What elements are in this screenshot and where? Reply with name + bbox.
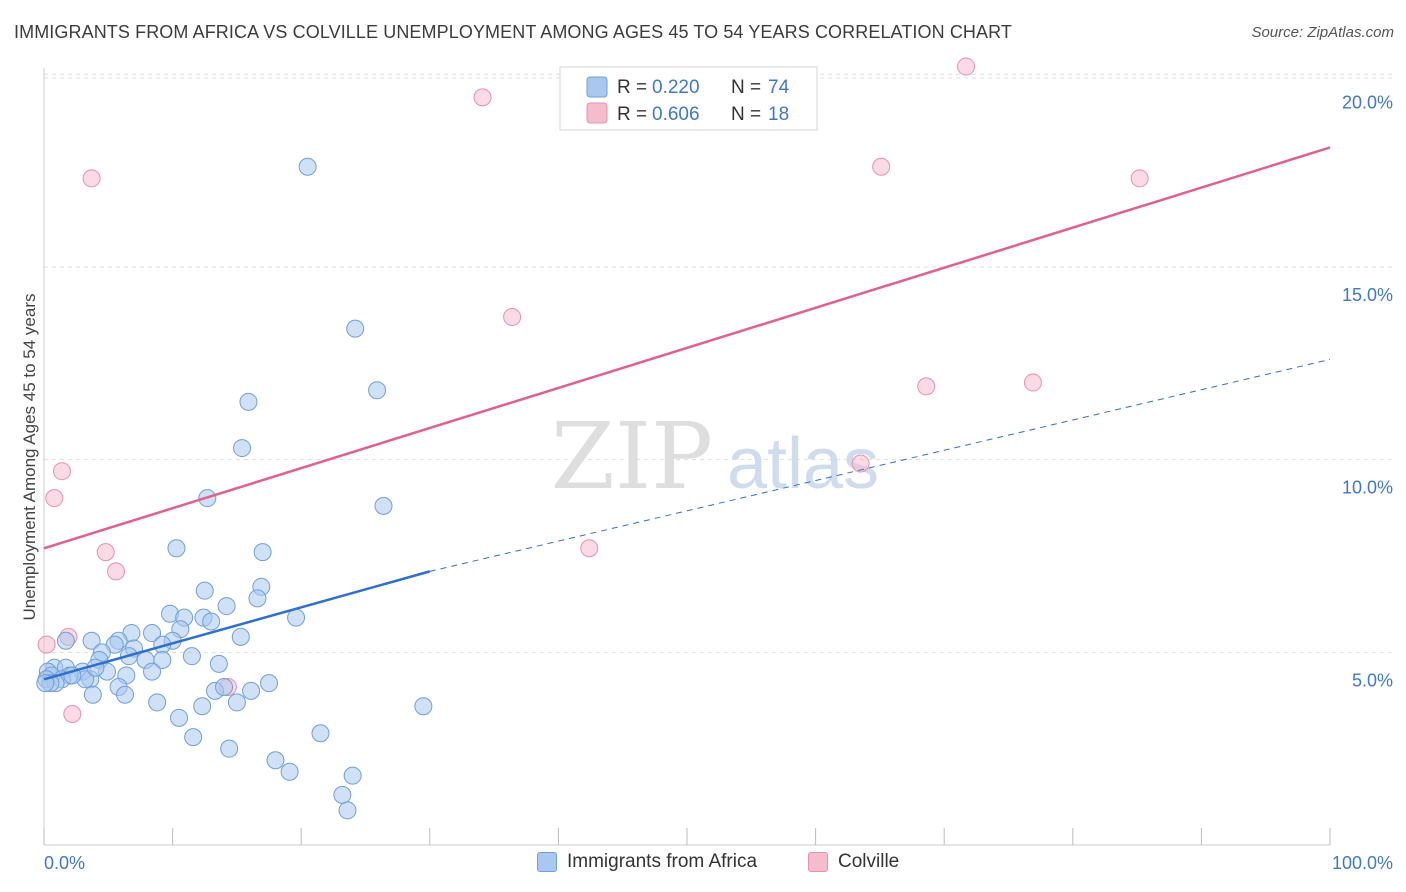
colville-point <box>82 169 101 188</box>
colville-point <box>872 157 891 176</box>
africa-point <box>193 697 212 716</box>
legend-r-label-africa: R = <box>617 77 647 98</box>
africa-point <box>346 319 365 338</box>
africa-point <box>220 739 239 758</box>
africa-point <box>239 392 258 411</box>
colville-points <box>37 57 1149 723</box>
legend-label-africa: Immigrants from Africa <box>567 851 758 872</box>
africa-point <box>242 681 261 700</box>
y-tick-label: 10.0% <box>1342 478 1393 498</box>
africa-point <box>280 762 299 781</box>
africa-point <box>209 654 228 673</box>
africa-point <box>217 597 236 616</box>
chart-title: IMMIGRANTS FROM AFRICA VS COLVILLE UNEMP… <box>14 22 1013 42</box>
africa-point <box>182 647 201 666</box>
africa-point <box>343 766 362 785</box>
legend-label-colville: Colville <box>838 851 900 872</box>
africa-point <box>333 785 352 804</box>
source-label: Source: ZipAtlas.com <box>1251 24 1394 41</box>
africa-point <box>148 693 167 712</box>
legend-n-value-colville: 18 <box>768 104 789 125</box>
legend-swatch-colville-bottom <box>808 852 828 872</box>
africa-point <box>153 651 172 670</box>
africa-points <box>36 157 433 820</box>
legend-n-label-colville: N = <box>731 104 761 125</box>
africa-point <box>195 581 214 600</box>
colville-point <box>63 704 82 723</box>
africa-point <box>170 708 189 727</box>
africa-point <box>184 728 203 747</box>
africa-point <box>266 751 285 770</box>
africa-point <box>260 674 279 693</box>
africa-point <box>116 685 135 704</box>
africa-trend-extension <box>429 358 1331 572</box>
africa-point <box>82 631 101 650</box>
gridlines <box>44 73 1392 653</box>
africa-point <box>83 685 102 704</box>
africa-point <box>253 543 272 562</box>
africa-point <box>368 381 387 400</box>
x-tick-label-max: 100.0% <box>1332 853 1393 873</box>
colville-point <box>957 57 976 76</box>
africa-point <box>202 612 221 631</box>
legend-r-value-colville: 0.606 <box>652 104 700 125</box>
y-tick-label: 15.0% <box>1342 285 1393 305</box>
legend-n-value-africa: 74 <box>768 77 790 98</box>
africa-point <box>414 697 433 716</box>
colville-point <box>1130 169 1149 188</box>
watermark-zip: ZIP <box>551 403 713 510</box>
colville-point <box>473 88 492 107</box>
colville-point <box>1023 373 1042 392</box>
africa-point <box>311 724 330 743</box>
legend-r-label-colville: R = <box>617 104 647 125</box>
tick-labels: 5.0% 10.0% 15.0% 20.0% 0.0% 100.0% <box>44 92 1393 873</box>
trend-lines <box>43 146 1331 681</box>
y-tick-label: 5.0% <box>1352 670 1393 690</box>
africa-point <box>167 539 186 558</box>
axes <box>43 68 1331 846</box>
legend-swatch-africa <box>586 76 608 98</box>
colville-point <box>53 462 72 481</box>
africa-point <box>248 589 267 608</box>
africa-point <box>227 693 246 712</box>
colville-point <box>96 543 115 562</box>
colville-trend-line <box>43 146 1331 550</box>
colville-point <box>45 489 64 508</box>
x-tick-label-min: 0.0% <box>44 853 85 873</box>
y-axis-label: Unemployment Among Ages 45 to 54 years <box>20 294 39 621</box>
colville-point <box>917 377 936 396</box>
legend-swatch-africa-bottom <box>537 852 557 872</box>
legend-item-africa[interactable]: Immigrants from Africa <box>537 851 757 873</box>
legend-swatch-colville <box>586 102 608 124</box>
colville-point <box>580 539 599 558</box>
africa-trend-line <box>43 570 431 681</box>
africa-point <box>338 801 357 820</box>
africa-point <box>374 496 393 515</box>
bottom-legend: Immigrants from Africa Colville <box>0 851 1406 879</box>
colville-point <box>107 562 126 581</box>
colville-point <box>851 454 870 473</box>
africa-point <box>231 627 250 646</box>
africa-point <box>233 439 252 458</box>
y-tick-label: 20.0% <box>1342 92 1393 112</box>
legend-r-value-africa: 0.220 <box>652 77 700 98</box>
africa-point <box>56 631 75 650</box>
watermark: ZIP atlas <box>551 403 879 510</box>
colville-point <box>503 308 522 327</box>
colville-point <box>37 635 56 654</box>
africa-point <box>298 157 317 176</box>
africa-point <box>215 678 234 696</box>
legend-item-colville[interactable]: Colville <box>808 851 899 873</box>
legend-n-label-africa: N = <box>731 77 761 98</box>
africa-point <box>143 624 162 643</box>
africa-point <box>143 662 162 681</box>
legend-box: R = 0.220 N = 74 R = 0.606 N = 18 <box>559 66 818 131</box>
